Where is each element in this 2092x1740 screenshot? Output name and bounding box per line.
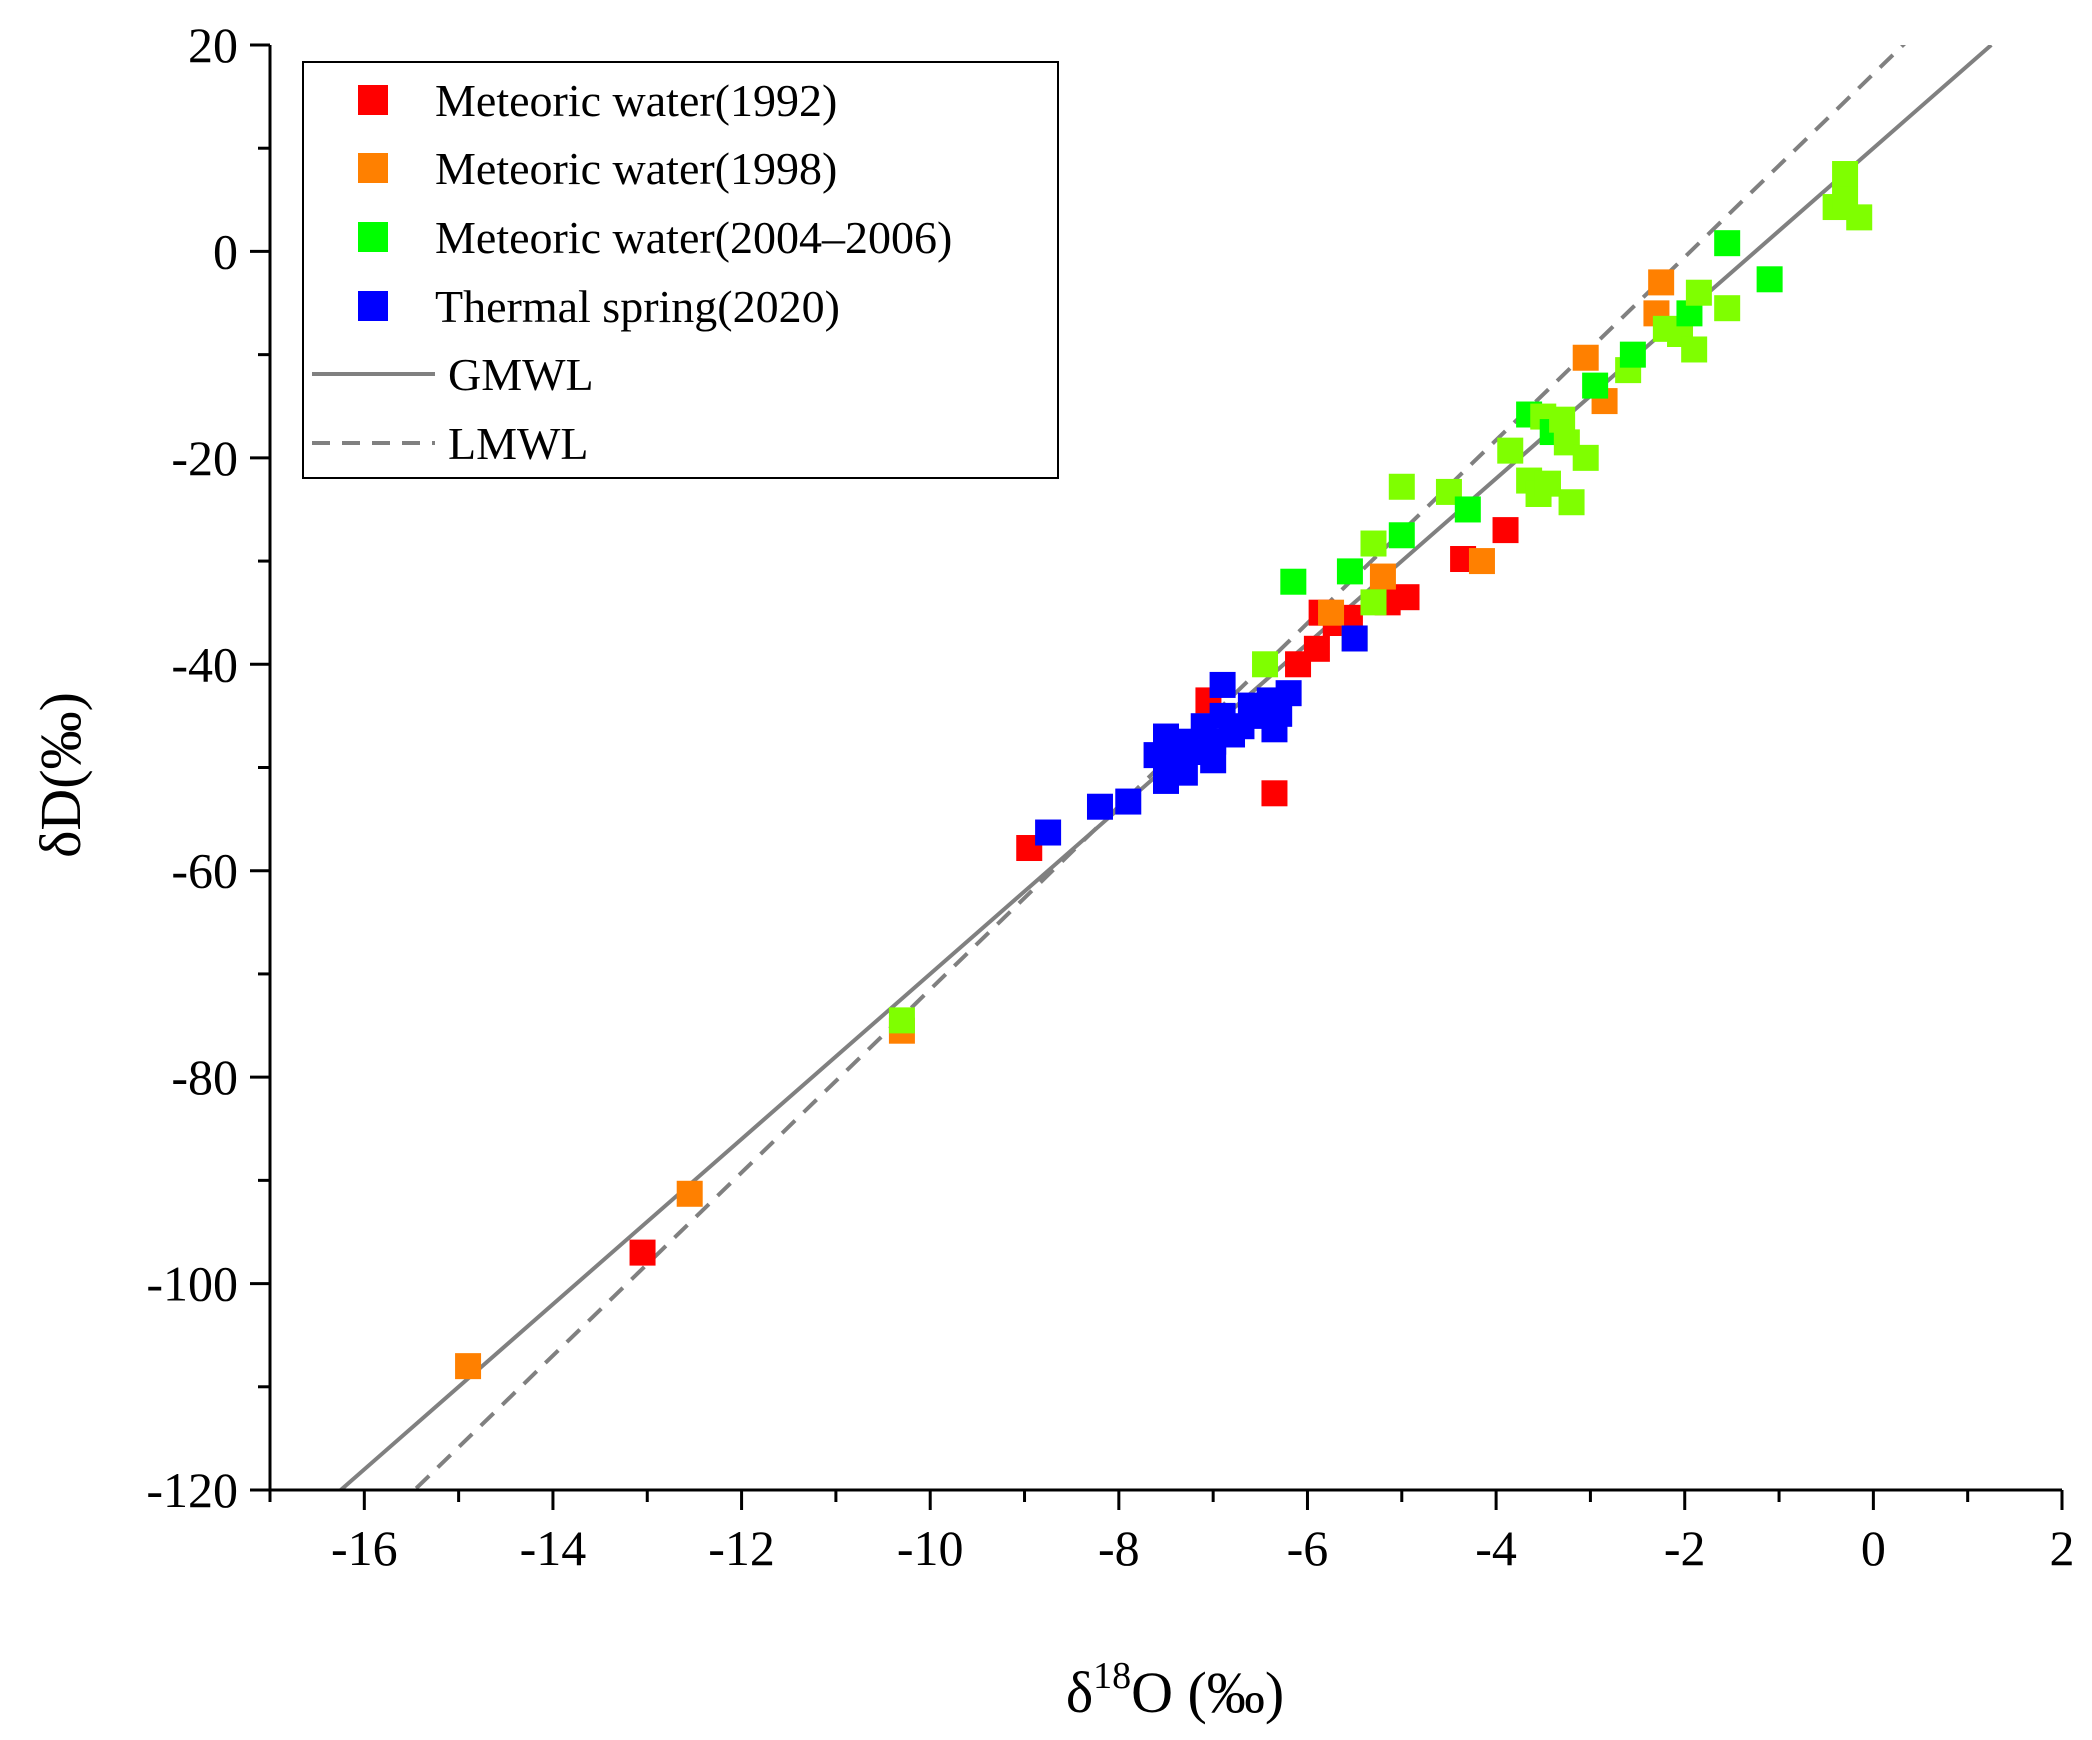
- axes: -16 -14 -12 -10 -8 -6 -4 -2 0 2-120-100-80-60-40-…: [146, 17, 2074, 1576]
- legend-label-series-4: Thermal spring(2020): [435, 281, 840, 332]
- series-3-point: [1846, 204, 1873, 231]
- legend-label-series-1: Meteoric water(1992): [435, 75, 837, 126]
- legend-label-series-2: Meteoric water(1998): [435, 143, 837, 194]
- series-3-point: [1681, 336, 1708, 363]
- series-3-point: [1714, 230, 1741, 257]
- y-tick-label: -20: [171, 430, 238, 486]
- series-3-point: [1619, 341, 1646, 368]
- series-1-point: [1261, 780, 1288, 807]
- series-4-point: [1341, 625, 1368, 652]
- x-tick-label: -6: [1287, 1520, 1329, 1576]
- series-1-point: [1303, 635, 1330, 662]
- y-axis-title: δD(‰): [28, 692, 93, 858]
- legend-marker-series-3: [358, 222, 388, 252]
- legend-marker-series-1: [358, 85, 388, 115]
- series-3-point: [1832, 161, 1859, 188]
- series-3-point: [1549, 406, 1576, 433]
- x-axis-title: δ18O (‰): [1066, 1655, 1284, 1725]
- series-3-point: [1252, 651, 1279, 678]
- series-3-point: [1714, 295, 1741, 322]
- series-2-point: [455, 1353, 482, 1380]
- series-4-point: [1115, 788, 1142, 815]
- series-4-point: [1275, 680, 1302, 707]
- series-3-point: [888, 1007, 915, 1034]
- series-3-point: [1360, 530, 1387, 557]
- series-4-point: [1086, 793, 1113, 820]
- x-tick-label: 0: [1861, 1520, 1886, 1576]
- y-tick-label: -60: [171, 843, 238, 899]
- series-2-point: [1572, 344, 1599, 371]
- series-3-point: [1388, 522, 1415, 549]
- series-3: [888, 161, 1873, 1034]
- series-1-point: [1393, 584, 1420, 611]
- data-points: [455, 161, 1873, 1380]
- series-2-point: [1318, 599, 1345, 626]
- x-tick-label: -4: [1475, 1520, 1517, 1576]
- y-tick-label: 20: [188, 17, 238, 73]
- series-3-point: [1360, 589, 1387, 616]
- legend-label-gmwl: GMWL: [448, 349, 594, 400]
- x-tick-label: -10: [897, 1520, 964, 1576]
- legend: Meteoric water(1992) Meteoric water(1998)…: [302, 61, 1059, 479]
- x-tick-label: 2: [2050, 1520, 2075, 1576]
- y-tick-label: -120: [146, 1462, 238, 1518]
- series-4: [1035, 625, 1368, 846]
- x-tick-label: -2: [1664, 1520, 1706, 1576]
- y-tick-label: -100: [146, 1256, 238, 1312]
- series-3-point: [1454, 496, 1481, 523]
- series-1-point: [629, 1239, 656, 1266]
- series-4-point: [1035, 819, 1062, 846]
- series-3-point: [1534, 470, 1561, 497]
- legend-label-series-3: Meteoric water(2004–2006): [435, 212, 952, 263]
- series-3-point: [1280, 568, 1307, 595]
- x-tick-label: -12: [708, 1520, 775, 1576]
- series-2-point: [1369, 563, 1396, 590]
- series-1-point: [1492, 517, 1519, 544]
- y-tick-label: -80: [171, 1049, 238, 1105]
- x-tick-label: -16: [331, 1520, 398, 1576]
- series-3-point: [1756, 266, 1783, 293]
- x-tick-label: -14: [520, 1520, 587, 1576]
- series-3-point: [1582, 372, 1609, 399]
- series-3-point: [1388, 473, 1415, 500]
- series-3-point: [1558, 489, 1585, 516]
- series-4-point: [1209, 671, 1236, 698]
- x-tick-label: -8: [1098, 1520, 1140, 1576]
- lmwl-line: [414, 45, 1907, 1490]
- series-3-point: [1336, 558, 1363, 585]
- series-2-point: [1648, 269, 1675, 296]
- y-tick-label: -40: [171, 636, 238, 692]
- legend-marker-series-2: [358, 153, 388, 183]
- legend-box: [302, 61, 1059, 479]
- y-tick-label: 0: [213, 223, 238, 279]
- series-3-point: [1685, 279, 1712, 306]
- series-2-point: [676, 1180, 703, 1207]
- series-3-point: [1497, 437, 1524, 464]
- legend-marker-series-4: [358, 291, 388, 321]
- series-2-point: [1468, 548, 1495, 575]
- series-3-point: [1572, 444, 1599, 471]
- legend-label-lmwl: LMWL: [448, 418, 589, 469]
